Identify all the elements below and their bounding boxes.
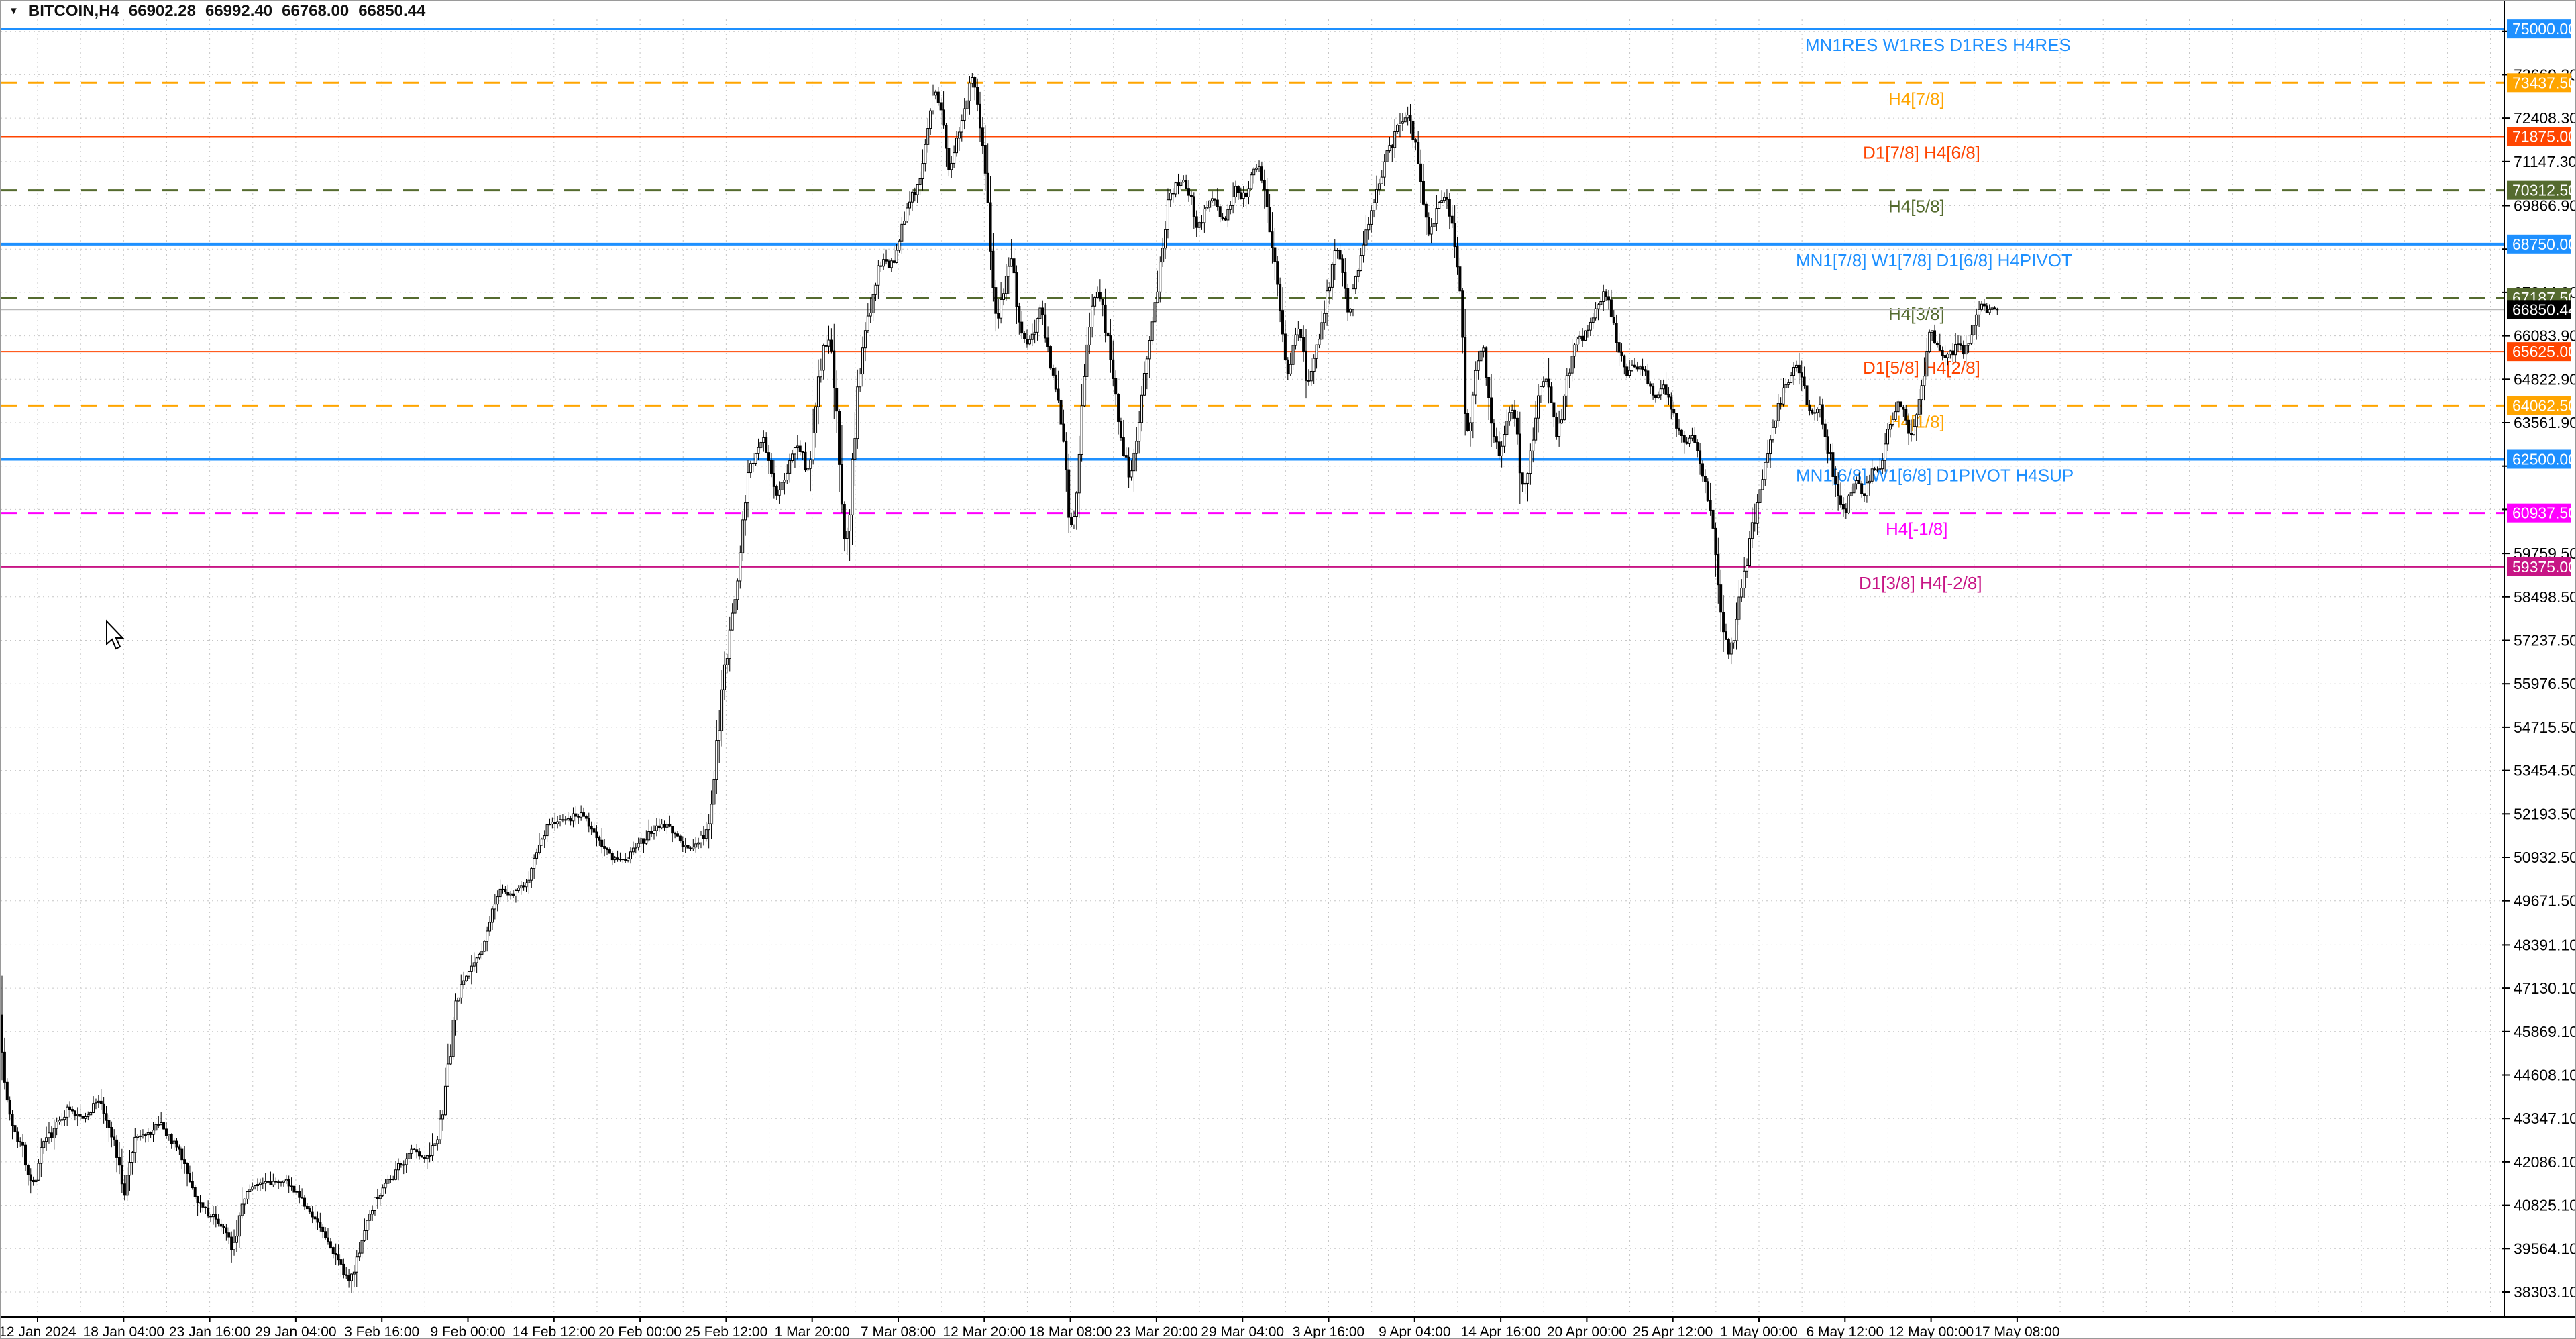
svg-text:66850.44: 66850.44 — [2512, 301, 2576, 318]
svg-text:60937.50: 60937.50 — [2512, 504, 2576, 522]
price-level-badge — [2507, 73, 2571, 93]
time-axis-label: 23 Mar 20:00 — [1115, 1324, 1198, 1339]
time-axis[interactable]: 12 Jan 2024 18 Jan 04:00 23 Jan 16:00 29 Ja… — [1, 1316, 2576, 1339]
price-axis-label: 52193.50 — [2514, 805, 2576, 822]
svg-text:64062.50: 64062.50 — [2512, 396, 2576, 414]
price-axis-label: 55976.50 — [2514, 675, 2576, 692]
price-axis-label: 66083.90 — [2514, 327, 2576, 345]
price-level-badge — [2507, 234, 2571, 254]
time-axis-label: 12 Mar 20:00 — [943, 1324, 1026, 1339]
time-axis-label: 1 May 00:00 — [1720, 1324, 1798, 1339]
level-label: H4[3/8] — [1888, 304, 1945, 324]
level-label: MN1[6/8] W1[6/8] D1PIVOT H4SUP — [1796, 465, 2074, 485]
price-level-badge — [2507, 342, 2571, 362]
time-axis-label: 14 Apr 16:00 — [1461, 1324, 1541, 1339]
svg-text:68750.00: 68750.00 — [2512, 235, 2576, 253]
svg-text:75000.00: 75000.00 — [2512, 20, 2576, 38]
time-axis-label: 18 Mar 08:00 — [1029, 1324, 1112, 1339]
time-axis-label: 25 Apr 12:00 — [1633, 1324, 1713, 1339]
price-axis-label: 48391.10 — [2514, 936, 2576, 953]
price-level-badge — [2507, 503, 2571, 523]
ohlc-low-value: 66768.00 — [282, 2, 350, 20]
price-axis-label: 63561.90 — [2514, 414, 2576, 431]
level-label: MN1[7/8] W1[7/8] D1[6/8] H4PIVOT — [1796, 250, 2072, 270]
price-axis-label: 54715.50 — [2514, 718, 2576, 736]
price-axis-label: 50932.50 — [2514, 849, 2576, 866]
time-axis-label: 23 Jan 16:00 — [169, 1324, 250, 1339]
price-level-badge — [2507, 127, 2571, 146]
svg-text:70312.50: 70312.50 — [2512, 182, 2576, 199]
time-axis-label: 7 Mar 08:00 — [861, 1324, 936, 1339]
time-axis-label: 6 May 12:00 — [1807, 1324, 1884, 1339]
price-level-badge — [2507, 19, 2571, 39]
time-axis-label: 9 Feb 00:00 — [430, 1324, 505, 1339]
level-label: D1[3/8] H4[-2/8] — [1859, 573, 1982, 593]
price-axis-label: 47130.10 — [2514, 979, 2576, 997]
price-axis-label: 69866.90 — [2514, 197, 2576, 215]
price-level-badge — [2507, 557, 2571, 576]
time-axis-label: 1 Mar 20:00 — [775, 1324, 850, 1339]
price-level-badge — [2507, 180, 2571, 200]
price-axis-label: 57237.50 — [2514, 632, 2576, 649]
ohlc-open-value: 66902.28 — [128, 2, 196, 20]
grid-lines — [1, 19, 2504, 1317]
price-axis-label: 45869.10 — [2514, 1023, 2576, 1040]
ohlc-close-value: 66850.44 — [358, 2, 426, 20]
time-axis-label: 12 Jan 2024 — [1, 1324, 76, 1339]
time-axis-label: 29 Jan 04:00 — [255, 1324, 336, 1339]
level-label: H4[5/8] — [1888, 197, 1945, 217]
time-axis-label: 12 May 00:00 — [1888, 1324, 1974, 1339]
svg-text:73437.50: 73437.50 — [2512, 74, 2576, 91]
time-axis-label: 3 Feb 16:00 — [344, 1324, 419, 1339]
price-axis-label: 42086.10 — [2514, 1153, 2576, 1171]
time-axis-label: 20 Feb 00:00 — [598, 1324, 682, 1339]
price-axis-label: 72408.30 — [2514, 109, 2576, 127]
price-axis-label: 71147.30 — [2514, 153, 2576, 170]
time-axis-label: 29 Mar 04:00 — [1201, 1324, 1284, 1339]
time-axis-label: 20 Apr 00:00 — [1547, 1324, 1627, 1339]
level-label: MN1RES W1RES D1RES H4RES — [1805, 35, 2071, 55]
svg-text:59375.00: 59375.00 — [2512, 558, 2576, 576]
price-level-badge — [2507, 300, 2571, 319]
mouse-cursor-icon — [106, 619, 125, 650]
price-axis-label: 53454.50 — [2514, 762, 2576, 780]
price-axis-label: 49671.50 — [2514, 892, 2576, 910]
time-axis-label: 3 Apr 16:00 — [1293, 1324, 1364, 1339]
time-axis-label: 17 May 08:00 — [1974, 1324, 2059, 1339]
time-axis-label: 14 Feb 12:00 — [513, 1324, 596, 1339]
ohlc-high-value: 66992.40 — [205, 2, 273, 20]
time-axis-label: 9 Apr 04:00 — [1379, 1324, 1450, 1339]
price-axis-label: 38303.10 — [2514, 1283, 2576, 1301]
price-axis-label: 40825.10 — [2514, 1197, 2576, 1214]
svg-text:65625.00: 65625.00 — [2512, 343, 2576, 360]
price-axis-label: 64822.90 — [2514, 370, 2576, 388]
level-label: D1[5/8] H4[2/8] — [1863, 358, 1980, 378]
svg-text:62500.00: 62500.00 — [2512, 450, 2576, 468]
price-axis-label: 43347.10 — [2514, 1110, 2576, 1127]
price-axis-label: 58498.50 — [2514, 588, 2576, 606]
svg-text:71875.00: 71875.00 — [2512, 127, 2576, 145]
chart-title: ▼ BITCOIN,H4 66902.28 66992.40 66768.00 … — [9, 2, 426, 20]
level-label: H4[-1/8] — [1886, 519, 1948, 539]
candles — [1, 73, 1999, 1293]
price-axis-label: 39564.10 — [2514, 1240, 2576, 1257]
murrey-level-lines: MN1RES W1RES D1RES H4RES H4[7/8] D1[7/8] H… — [1, 28, 2504, 593]
time-axis-label: 18 Jan 04:00 — [83, 1324, 164, 1339]
symbol-timeframe-label: BITCOIN,H4 — [28, 2, 119, 20]
level-label: D1[7/8] H4[6/8] — [1863, 142, 1980, 162]
price-axis-label: 44608.10 — [2514, 1067, 2576, 1084]
price-axis[interactable]: 73669.3072408.3071147.3069866.9067344.90… — [2502, 1, 2576, 1339]
price-level-badge — [2507, 449, 2571, 469]
level-label: H4[7/8] — [1888, 89, 1945, 109]
symbol-marker-triangle-down-icon[interactable]: ▼ — [9, 5, 19, 17]
time-axis-label: 25 Feb 12:00 — [685, 1324, 768, 1339]
price-level-badge — [2507, 396, 2571, 415]
